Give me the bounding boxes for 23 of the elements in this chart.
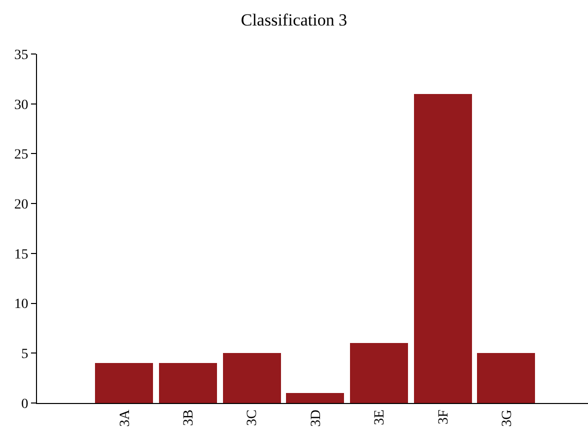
x-tick-label: 3G [500, 410, 516, 427]
y-tick-label: 35 [14, 48, 28, 63]
bar [223, 353, 281, 403]
y-tick-label: 10 [14, 297, 28, 312]
x-tick-label: 3C [245, 410, 260, 426]
bar [477, 353, 535, 403]
x-tick-label: 3D [308, 410, 324, 427]
bar [95, 363, 153, 403]
x-tick-label: 3A [118, 408, 133, 427]
bar [414, 94, 472, 403]
y-tick-label: 5 [21, 347, 28, 362]
x-tick-label: 3F [436, 409, 452, 424]
y-tick-label: 20 [14, 197, 28, 212]
bar [159, 363, 217, 403]
y-tick-label: 0 [21, 396, 28, 412]
bar [286, 393, 344, 403]
chart-title: Classification 3 [240, 10, 348, 30]
y-tick-label: 15 [14, 247, 28, 262]
x-tick-label: 3E [372, 410, 388, 426]
bar [350, 343, 408, 403]
y-tick-label: 30 [14, 98, 28, 113]
x-tick-label: 3B [182, 410, 197, 426]
y-tick-label: 25 [14, 148, 28, 163]
